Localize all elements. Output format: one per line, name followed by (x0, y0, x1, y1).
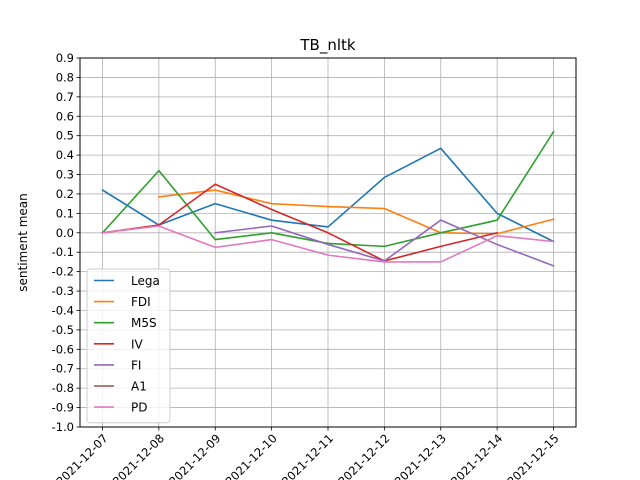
y-tick-label: 0.9 (56, 51, 74, 65)
y-tick-label: -0.2 (52, 265, 74, 279)
legend-label: FDI (131, 295, 151, 309)
series-line-fdi (157, 189, 555, 235)
y-tick-label: -0.6 (52, 342, 74, 356)
legend-label: FI (131, 358, 141, 372)
series-line-fi (214, 219, 555, 267)
chart-title: TB_nltk (299, 36, 356, 55)
y-ticks: -1.0 -0.9 -0.8 -0.7 -0.6 -0.5 -0.4 -0.3 -0.2 -0.1… (52, 51, 80, 434)
y-tick-label: 0.4 (56, 148, 74, 162)
legend-label: A1 (131, 380, 147, 394)
y-tick-label: -1.0 (52, 420, 74, 434)
y-tick-label: 0.7 (56, 90, 74, 104)
y-tick-label: 0.8 (56, 70, 74, 84)
y-tick-label: 0.5 (56, 129, 74, 143)
series-line-m5s (101, 130, 555, 248)
y-tick-label: -0.1 (52, 245, 74, 259)
y-tick-label: 0.1 (56, 206, 74, 220)
legend-label: M5S (131, 316, 157, 330)
series-lines (101, 130, 555, 267)
legend-label: IV (131, 337, 144, 351)
y-tick-label: -0.8 (52, 381, 74, 395)
y-tick-label: -0.9 (52, 401, 74, 415)
y-tick-label: 0.0 (56, 226, 74, 240)
y-tick-label: -0.3 (52, 284, 74, 298)
series-line-pd (101, 225, 555, 263)
y-axis-label: sentiment mean (16, 193, 30, 292)
y-tick-label: -0.4 (52, 303, 74, 317)
y-tick-label: 0.6 (56, 109, 74, 123)
legend: Lega FDI M5S IV FI A1 PD (86, 268, 171, 424)
legend-box (86, 268, 171, 424)
legend-label: Lega (131, 274, 160, 288)
legend-label: PD (131, 401, 147, 415)
y-tick-label: -0.5 (52, 323, 74, 337)
series-line-iv (101, 183, 499, 262)
series-line-lega (101, 147, 555, 243)
y-tick-label: 0.3 (56, 168, 74, 182)
y-tick-label: -0.7 (52, 362, 74, 376)
y-tick-label: 0.2 (56, 187, 74, 201)
